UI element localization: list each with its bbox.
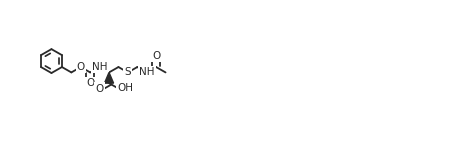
Text: O: O bbox=[76, 62, 85, 72]
Text: NH: NH bbox=[92, 62, 107, 72]
Text: NH: NH bbox=[139, 67, 154, 77]
Text: OH: OH bbox=[118, 83, 134, 93]
Text: O: O bbox=[95, 84, 104, 93]
Text: O: O bbox=[86, 78, 94, 88]
Text: O: O bbox=[152, 51, 160, 61]
Polygon shape bbox=[104, 72, 114, 83]
Text: S: S bbox=[125, 67, 131, 77]
